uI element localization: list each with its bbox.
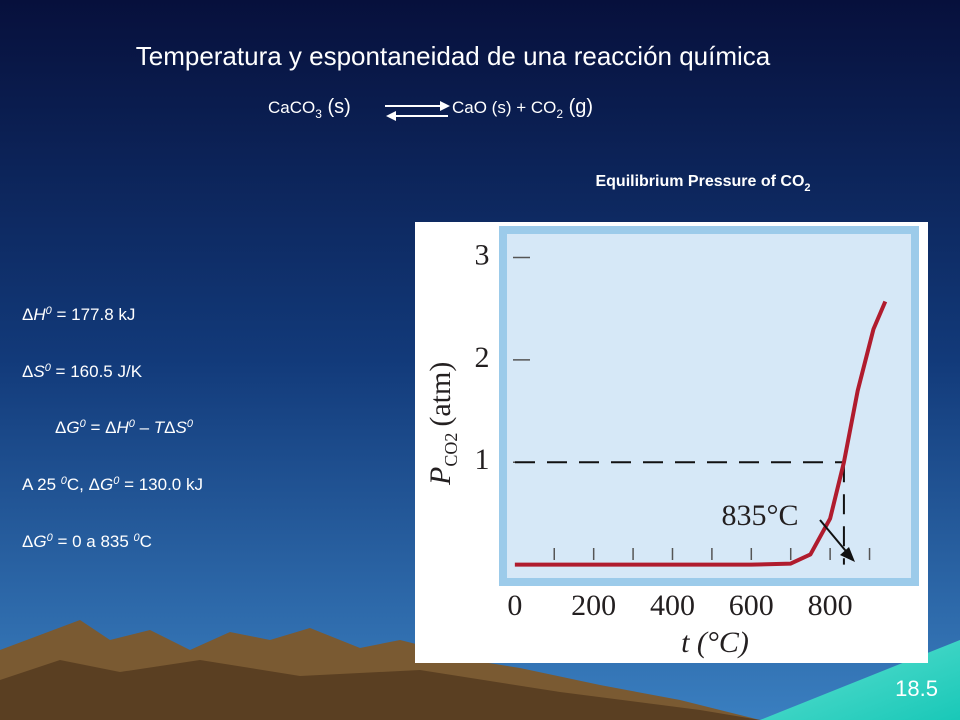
line-part: C (140, 532, 152, 551)
y-tick-label: 2 (475, 341, 490, 374)
line-part: C, (67, 475, 89, 494)
page-number: 18.5 (895, 676, 938, 701)
thermo-line: ΔG0 = 0 a 835 0C (22, 532, 152, 551)
line-series (514, 300, 888, 567)
slide-title: Temperatura y espontaneidad de una reacc… (136, 41, 771, 71)
line-part: Δ (22, 532, 33, 551)
chart-title: Equilibrium Pressure of CO2 (595, 173, 810, 194)
line-part: H (116, 418, 129, 437)
thermo-line: A 25 0C, ΔG0 = 130.0 kJ (22, 475, 203, 494)
line-part: = (86, 418, 105, 437)
y-label-sub: CO2 (441, 433, 461, 467)
annotation: 835°C (721, 499, 798, 532)
line-part: = 130.0 kJ (119, 475, 203, 494)
line-part: S (33, 362, 45, 381)
thermo-line: ΔS0 = 160.5 J/K (22, 362, 143, 381)
x-tick-label: 200 (571, 589, 616, 622)
x-tick-label: 600 (729, 589, 774, 622)
line-part: – (135, 418, 154, 437)
line-part: 0 (80, 418, 87, 430)
eq-part: (s) (322, 96, 351, 118)
equilibrium-arrows (385, 101, 450, 121)
line-part: Δ (22, 362, 33, 381)
line-part: 0 (134, 532, 141, 544)
annotation-arrowhead (840, 547, 855, 562)
line-part: G (33, 532, 46, 551)
eq-part: 3 (315, 107, 322, 121)
chart-title-main: Equilibrium Pressure of CO (595, 173, 804, 190)
x-tick-label: 0 (507, 589, 522, 622)
line-part: = 0 a 835 (53, 532, 134, 551)
line-part: A 25 (22, 475, 61, 494)
line-part: 0 (46, 305, 53, 317)
line-part: Δ (164, 418, 175, 437)
line-part: Δ (55, 418, 66, 437)
eq-part: (g) (563, 96, 593, 118)
line-part: 0 (47, 532, 54, 544)
x-tick-label: 800 (808, 589, 853, 622)
chart: 1 2 3 0 200 400 600 800 835°C t (°C) PCO2 (atm) (424, 238, 888, 659)
thermo-line: ΔH0 = 177.8 kJ (22, 305, 135, 324)
y-label-unit: (atm) (424, 362, 457, 427)
line-part: 0 (45, 362, 52, 374)
y-axis-label: PCO2 (atm) (424, 362, 461, 486)
line-part: S (176, 418, 188, 437)
eq-part: CaO (s) + CO (452, 98, 556, 117)
y-tick-label: 3 (475, 238, 490, 271)
annotation-arrow (819, 519, 851, 557)
x-tick-label: 400 (650, 589, 695, 622)
y-tick-label: 1 (475, 443, 490, 476)
line-part: 0 (187, 418, 194, 430)
line-part: T (154, 418, 166, 437)
eq-part: 2 (556, 107, 563, 121)
line-part: Δ (22, 305, 33, 324)
x-axis-label: t (°C) (681, 626, 749, 659)
chart-title-sub: 2 (804, 182, 810, 194)
line-part: Δ (105, 418, 116, 437)
equation: CaCO3 (s) CaO (s) + CO2 (g) (268, 96, 593, 121)
mountains-front (0, 660, 760, 720)
line-part: Δ (89, 475, 100, 494)
plot-area (499, 226, 919, 586)
eq-part: CaCO (268, 98, 315, 117)
line-part: = 160.5 J/K (51, 362, 143, 381)
thermo-line: ΔG0 = ΔH0 – TΔS0 (55, 418, 194, 437)
line-part: 0 (129, 418, 136, 430)
line-part: H (33, 305, 46, 324)
y-label-main: P (424, 467, 457, 486)
line-part: 0 (61, 475, 68, 487)
line-part: G (66, 418, 79, 437)
line-part: G (100, 475, 113, 494)
line-part: = 177.8 kJ (52, 305, 136, 324)
line-part: 0 (113, 475, 120, 487)
